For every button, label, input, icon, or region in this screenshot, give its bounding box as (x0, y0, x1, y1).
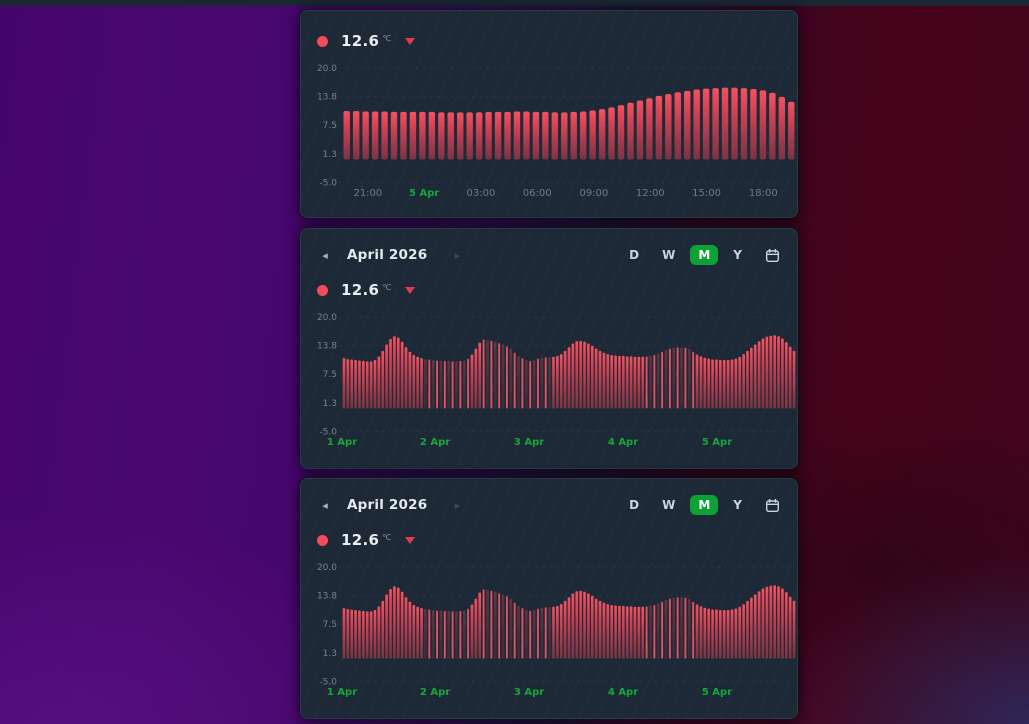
svg-text:20.0: 20.0 (317, 64, 337, 74)
svg-text:7.5: 7.5 (323, 121, 337, 131)
series-current-value: 12.6 (341, 531, 380, 549)
range-button-month[interactable]: M (690, 495, 719, 515)
series-unit: ℃ (382, 34, 392, 43)
chart-card-month-1: ◂ April 2026 ▸ D W M Y (300, 228, 798, 469)
calendar-icon[interactable] (764, 497, 781, 514)
chart-card-header: ◂ April 2026 ▸ D W M Y (317, 242, 781, 268)
svg-text:4 Apr: 4 Apr (608, 437, 638, 448)
svg-text:1 Apr: 1 Apr (327, 687, 357, 698)
temperature-day-chart: 20.0 13.8 7.5 1.3 -5.0 21:00 5 Apr 03:00 06:00 09… (317, 64, 796, 199)
period-title: April 2026 (347, 497, 428, 513)
svg-text:-5.0: -5.0 (319, 178, 337, 188)
svg-text:2 Apr: 2 Apr (420, 687, 450, 698)
range-button-group: D W M Y (621, 245, 781, 265)
svg-text:20.0: 20.0 (317, 313, 337, 323)
svg-text:7.5: 7.5 (323, 370, 337, 380)
svg-text:18:00: 18:00 (749, 188, 778, 199)
chart-card-header: ◂ April 2026 ▸ D W M Y (317, 492, 781, 518)
top-window-strip (0, 0, 1029, 6)
series-selector[interactable]: 12.6 ℃ (317, 280, 781, 300)
svg-text:1.3: 1.3 (323, 150, 337, 160)
series-color-dot-icon (317, 284, 328, 296)
prev-period-button[interactable]: ◂ (322, 248, 328, 262)
chart-panel-column: 12.6 ℃ 20.0 13.8 7.5 1.3 -5.0 21:00 5 Apr 03:00… (300, 10, 800, 719)
next-period-button[interactable]: ▸ (454, 498, 461, 512)
series-current-value: 12.6 (341, 281, 380, 299)
svg-text:1.3: 1.3 (323, 399, 337, 409)
series-selector[interactable]: 12.6 ℃ (317, 31, 781, 51)
svg-text:1.3: 1.3 (323, 649, 337, 659)
range-button-day[interactable]: D (629, 248, 640, 262)
svg-text:06:00: 06:00 (523, 188, 552, 199)
calendar-icon[interactable] (764, 247, 781, 264)
svg-text:03:00: 03:00 (467, 188, 496, 199)
temperature-month-chart: 20.0 13.8 7.5 1.3 -5.01 Apr 2 Apr 3 Apr 4 Apr 5 … (317, 313, 796, 448)
svg-text:21:00: 21:00 (353, 188, 382, 199)
svg-text:13.8: 13.8 (317, 93, 337, 103)
svg-text:5 Apr: 5 Apr (702, 437, 732, 448)
period-title: April 2026 (347, 247, 428, 263)
svg-text:13.8: 13.8 (317, 342, 337, 352)
svg-text:20.0: 20.0 (317, 563, 337, 573)
series-current-value: 12.6 (341, 32, 380, 50)
svg-text:4 Apr: 4 Apr (608, 687, 638, 698)
svg-text:-5.0: -5.0 (319, 427, 337, 437)
prev-period-button[interactable]: ◂ (322, 498, 328, 512)
range-button-month[interactable]: M (690, 245, 719, 265)
temperature-month-chart: 20.0 13.8 7.5 1.3 -5.01 Apr 2 Apr 3 Apr 4 Apr 5 … (317, 563, 796, 698)
range-button-year[interactable]: Y (733, 248, 742, 262)
chart-card-month-2: ◂ April 2026 ▸ D W M Y (300, 478, 798, 719)
series-unit: ℃ (382, 533, 392, 542)
svg-text:2 Apr: 2 Apr (420, 437, 450, 448)
range-button-week[interactable]: W (662, 248, 676, 262)
svg-text:15:00: 15:00 (692, 188, 721, 199)
next-period-button[interactable]: ▸ (454, 248, 461, 262)
svg-text:5 Apr: 5 Apr (702, 687, 732, 698)
svg-text:3 Apr: 3 Apr (514, 687, 544, 698)
range-button-day[interactable]: D (629, 498, 640, 512)
svg-text:1 Apr: 1 Apr (327, 437, 357, 448)
dropdown-arrow-icon[interactable] (405, 536, 416, 544)
dropdown-arrow-icon[interactable] (405, 286, 416, 294)
range-button-year[interactable]: Y (733, 498, 742, 512)
svg-text:12:00: 12:00 (636, 188, 665, 199)
svg-text:-5.0: -5.0 (319, 677, 337, 687)
svg-text:3 Apr: 3 Apr (514, 437, 544, 448)
series-color-dot-icon (317, 534, 328, 546)
svg-text:7.5: 7.5 (323, 620, 337, 630)
range-button-week[interactable]: W (662, 498, 676, 512)
series-selector[interactable]: 12.6 ℃ (317, 530, 781, 550)
range-button-group: D W M Y (621, 495, 781, 515)
series-unit: ℃ (382, 283, 392, 292)
dropdown-arrow-icon[interactable] (405, 37, 416, 45)
series-color-dot-icon (317, 35, 328, 47)
svg-text:09:00: 09:00 (580, 188, 609, 199)
svg-text:13.8: 13.8 (317, 592, 337, 602)
svg-text:5 Apr: 5 Apr (409, 188, 439, 199)
chart-card-day: 12.6 ℃ 20.0 13.8 7.5 1.3 -5.0 21:00 5 Apr 03:00… (300, 10, 798, 218)
